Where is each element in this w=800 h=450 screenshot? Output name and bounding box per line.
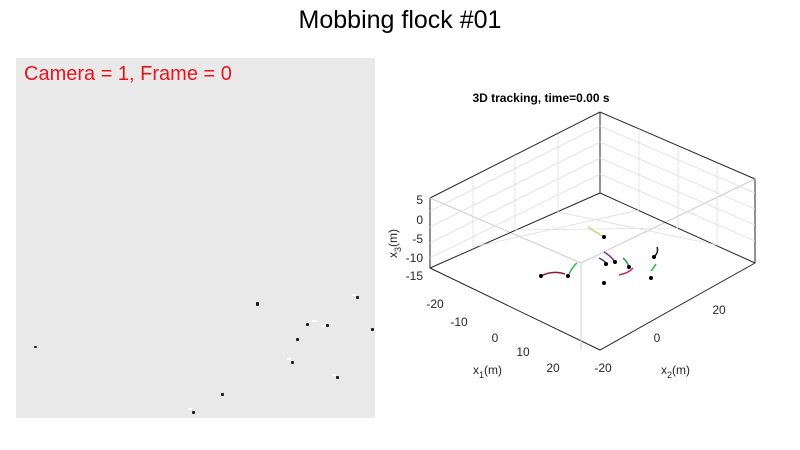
x2-tick-label: 0	[654, 331, 661, 345]
bird-mark	[256, 302, 259, 306]
grid-lines	[429, 125, 756, 259]
x1-axis: -20 -10 0 10 20 x1(m)	[426, 297, 560, 380]
x3-axis: 5 0 -5 -10 -15 x3(m)	[386, 193, 423, 283]
bird-point	[627, 265, 631, 269]
axes-box	[429, 111, 756, 351]
bird-mark	[192, 411, 195, 414]
x1-tick-label: -10	[450, 315, 468, 329]
x2-axis: -20 0 20 x2(m)	[594, 303, 726, 380]
bird-mark	[332, 374, 336, 376]
bird-mark	[336, 376, 339, 379]
bird-mark	[287, 358, 291, 360]
x2-tick-label: 20	[712, 303, 726, 317]
bird-track	[540, 271, 566, 277]
bird-point	[566, 274, 570, 278]
bird-point	[652, 255, 656, 259]
page-title: Mobbing flock #01	[298, 6, 502, 34]
bird-mark	[371, 328, 374, 331]
bird-track	[568, 262, 578, 275]
bird-point	[649, 276, 653, 280]
bird-point	[539, 274, 543, 278]
x3-tick-label: -15	[406, 269, 424, 283]
bird-mark	[34, 346, 37, 348]
bird-mark	[356, 296, 359, 299]
x2-tick-label: -20	[594, 361, 612, 375]
x1-tick-label: 0	[492, 331, 499, 345]
bird-mark	[352, 294, 356, 296]
x1-axis-label: x1(m)	[473, 363, 502, 380]
x3-axis-label: x3(m)	[386, 229, 403, 258]
bird-mark	[221, 393, 224, 396]
camera-view: Camera = 1, Frame = 0	[16, 58, 375, 418]
x3-tick-label: 5	[416, 193, 423, 207]
bird-track	[587, 226, 605, 238]
bird-point	[613, 260, 617, 264]
x3-tick-label: -10	[406, 251, 424, 265]
plot-title: 3D tracking, time=0.00 s	[472, 91, 609, 105]
bird-point	[602, 235, 606, 239]
x1-tick-label: 10	[516, 345, 530, 359]
x3-tick-label: -5	[412, 232, 423, 246]
bird-mark	[312, 320, 317, 322]
x1-tick-label: -20	[426, 297, 444, 311]
x3-tick-label: 0	[416, 213, 423, 227]
bird-mark	[188, 408, 192, 410]
bird-track	[650, 263, 657, 272]
bird-track	[618, 267, 634, 276]
bird-mark	[322, 325, 326, 327]
bird-point	[602, 281, 606, 285]
tracking-3d-plot: 3D tracking, time=0.00 s	[386, 91, 756, 380]
bird-mark	[291, 361, 294, 364]
bird-point	[604, 262, 608, 266]
bird-mark	[296, 338, 299, 341]
bird-track	[603, 251, 616, 263]
x1-tick-label: 20	[546, 361, 560, 375]
camera-frame-label: Camera = 1, Frame = 0	[24, 63, 232, 85]
bird-mark	[306, 323, 309, 326]
bird-mark	[326, 324, 329, 327]
bird-positions	[539, 235, 656, 285]
x2-axis-label: x2(m)	[661, 363, 690, 380]
